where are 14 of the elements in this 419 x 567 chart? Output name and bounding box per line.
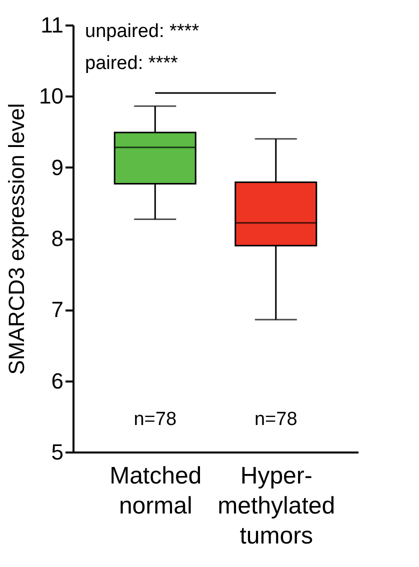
annotation: n=78 xyxy=(254,409,298,430)
x-tick-label: Hyper-methylated tumors xyxy=(218,462,336,550)
y-axis-title: SMARCD3 expression level xyxy=(4,103,30,375)
annotation: unpaired: **** xyxy=(85,21,200,42)
x-tick-label: Matched normal xyxy=(110,462,202,520)
y-tick-label: 11 xyxy=(40,12,64,38)
y-tick-label: 6 xyxy=(51,368,64,394)
y-tick-label: 7 xyxy=(51,297,64,322)
y-tick-label: 10 xyxy=(39,84,64,109)
annotation: n=78 xyxy=(134,409,177,430)
y-tick-label: 8 xyxy=(51,226,64,251)
y-tick-label: 9 xyxy=(51,154,64,180)
y-tick-label: 5 xyxy=(51,440,64,464)
annotation: paired: **** xyxy=(85,53,179,74)
